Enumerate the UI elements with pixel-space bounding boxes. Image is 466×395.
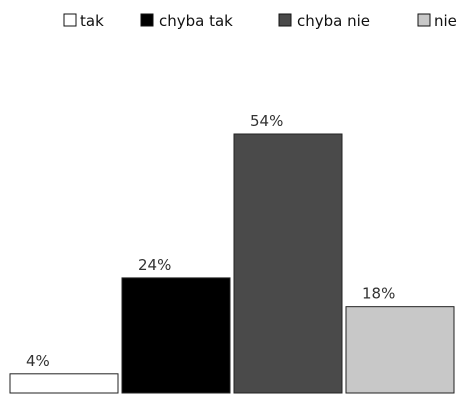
legend-label-chyba-tak: chyba tak — [159, 12, 233, 30]
data-label-chyba-nie: 54% — [250, 112, 283, 130]
legend-label-tak: tak — [80, 12, 104, 30]
data-label-nie: 18% — [362, 285, 395, 303]
bar-chyba-tak — [121, 277, 231, 394]
legend-swatch-chyba-nie — [278, 13, 292, 27]
data-label-chyba-tak: 24% — [138, 256, 171, 274]
bar-nie — [345, 306, 455, 394]
bar-tak — [9, 373, 119, 394]
legend-label-chyba-nie: chyba nie — [297, 12, 370, 30]
legend-swatch-nie — [417, 13, 431, 27]
bar-chyba-nie — [233, 133, 343, 394]
legend-label-nie: nie — [434, 12, 457, 30]
data-label-tak: 4% — [26, 352, 50, 370]
chart-bars — [9, 133, 455, 394]
legend-swatch-tak — [63, 13, 77, 27]
chart-legend: tak chyba tak chyba nie nie — [63, 12, 457, 30]
legend-swatch-chyba-tak — [140, 13, 154, 27]
chart-data-labels: 4% 24% 54% 18% — [26, 112, 395, 370]
